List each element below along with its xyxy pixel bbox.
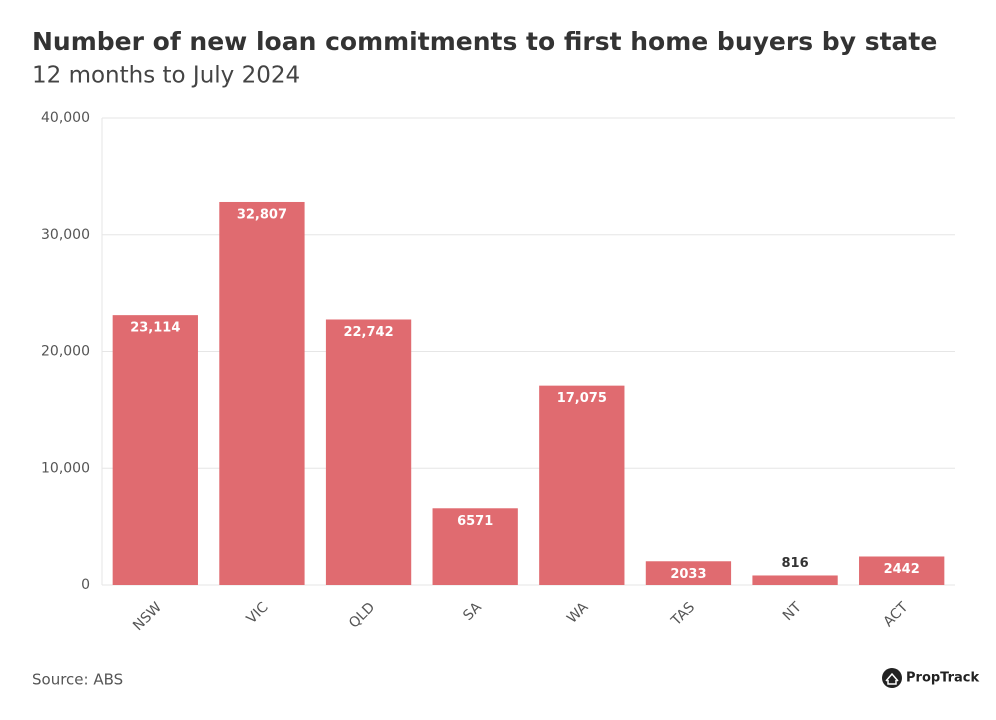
bar	[539, 385, 625, 585]
x-tick-label: NSW	[130, 599, 165, 634]
value-label: 6571	[457, 514, 493, 529]
source: Source: ABS	[32, 671, 123, 689]
value-label: 2442	[884, 562, 920, 577]
x-tick-label: NT	[780, 599, 805, 624]
y-tick-label: 0	[81, 577, 90, 593]
value-label: 17,075	[557, 391, 607, 406]
bar	[645, 561, 732, 585]
bar	[112, 315, 198, 585]
x-tick-label: WA	[564, 599, 592, 627]
bar	[752, 575, 838, 585]
value-label: 22,742	[343, 325, 393, 340]
value-label: 23,114	[130, 321, 180, 336]
brand: PropTrack	[906, 671, 980, 686]
x-tick-label: ACT	[880, 599, 911, 630]
y-tick-label: 30,000	[41, 227, 90, 243]
x-tick-label: QLD	[346, 599, 378, 631]
brand-logo	[882, 668, 902, 688]
y-tick-label: 40,000	[41, 110, 90, 126]
bar	[325, 319, 412, 585]
bar	[432, 508, 518, 585]
chart-subtitle: 12 months to July 2024	[32, 63, 300, 89]
bar	[859, 556, 945, 585]
y-tick-label: 20,000	[41, 344, 90, 360]
brand-icon	[885, 672, 899, 685]
x-tick-label: SA	[460, 599, 485, 624]
x-tick-label: VIC	[244, 599, 272, 627]
y-tick-label: 10,000	[41, 460, 90, 476]
chart-title: Number of new loan commitments to first …	[32, 27, 937, 56]
bar	[219, 201, 305, 585]
value-label: 32,807	[237, 207, 287, 222]
value-label: 816	[781, 556, 808, 571]
value-label: 2033	[670, 567, 706, 582]
x-tick-label: TAS	[668, 599, 698, 629]
